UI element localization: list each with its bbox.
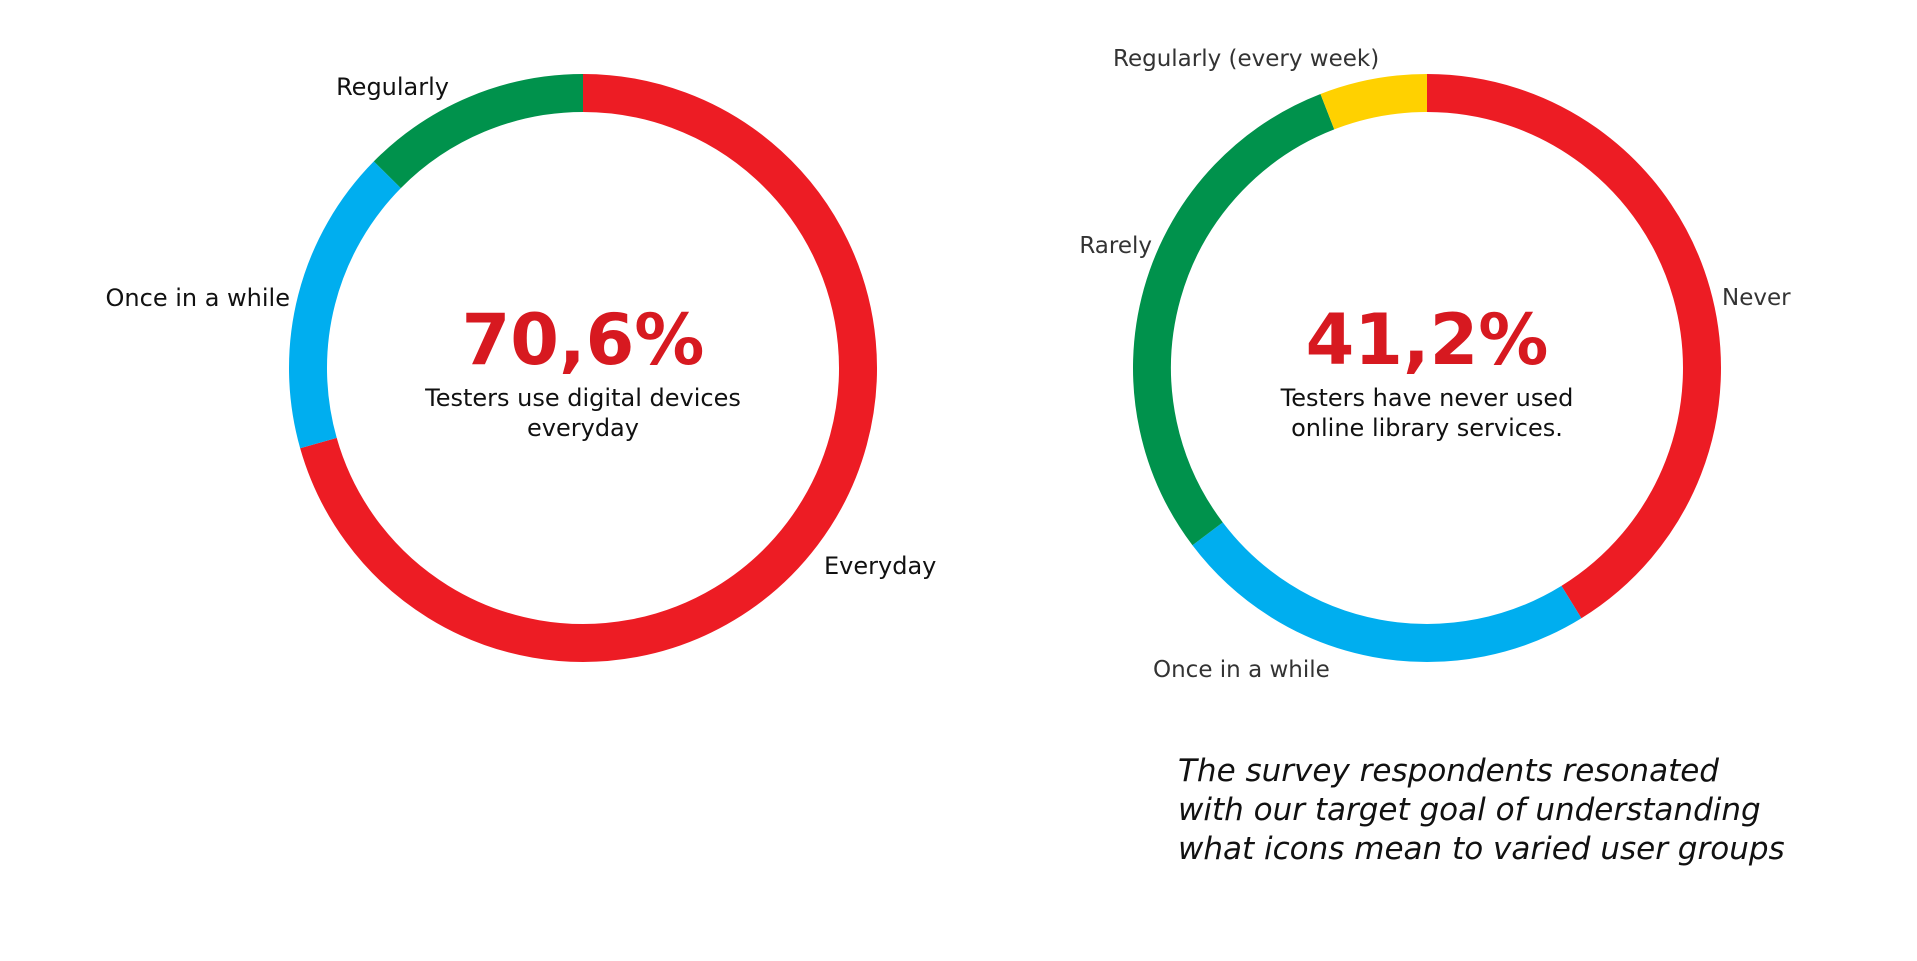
left-center-text-line-1: Testers use digital devices <box>424 384 741 412</box>
right-slice-label-regularly: Regularly (every week) <box>1113 46 1379 72</box>
right-center-text-line-1: Testers have never used <box>1280 384 1574 412</box>
right-slice-regularly-every-week <box>1320 74 1428 130</box>
right-slice-label-never: Never <box>1722 285 1791 311</box>
right-slice-never <box>1426 74 1721 619</box>
caption-line-2: with our target goal of understanding <box>1178 792 1761 828</box>
left-slice-everyday <box>300 74 877 662</box>
right-slice-label-once-in-a-while: Once in a while <box>1153 657 1330 683</box>
left-slice-label-once-in-a-while: Once in a while <box>106 284 290 312</box>
right-slice-once-in-a-while <box>1192 522 1582 662</box>
left-slice-regularly <box>373 74 584 189</box>
left-slice-label-everyday: Everyday <box>824 552 936 580</box>
left-center-text-line-2: everyday <box>527 414 639 442</box>
right-slice-rarely <box>1133 93 1335 546</box>
right-slice-label-rarely: Rarely <box>1079 233 1152 259</box>
right-ring <box>1133 74 1721 662</box>
caption-line-1: The survey respondents resonated <box>1178 753 1719 789</box>
right-center-value: 41,2% <box>1306 299 1549 381</box>
right-center-text-line-2: online library services. <box>1291 414 1563 442</box>
left-slice-label-regularly: Regularly <box>336 73 449 101</box>
caption-line-3: what icons mean to varied user groups <box>1178 831 1785 867</box>
left-slice-once-in-a-while <box>289 161 401 449</box>
left-center-value: 70,6% <box>462 299 705 381</box>
survey-caption: The survey respondents resonated with ou… <box>1178 752 1878 869</box>
left-ring <box>289 74 877 662</box>
